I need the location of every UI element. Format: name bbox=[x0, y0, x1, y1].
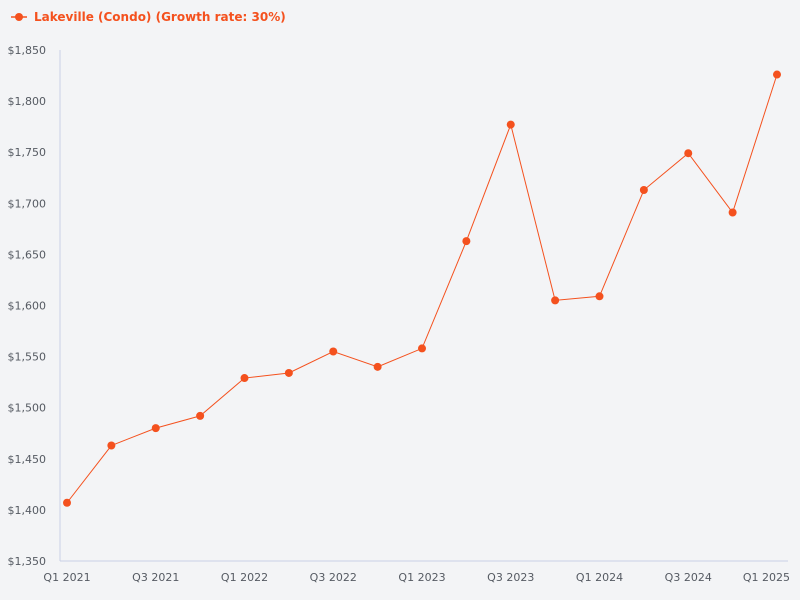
y-tick-label: $1,800 bbox=[8, 95, 47, 108]
x-axis-ticks: Q1 2021 Q3 2021 Q1 2022 Q3 2022 Q1 2023 Q3 20… bbox=[43, 571, 790, 584]
data-point[interactable] bbox=[107, 442, 115, 450]
data-point[interactable] bbox=[640, 186, 648, 194]
y-tick-label: $1,400 bbox=[8, 504, 47, 517]
y-tick-label: $1,350 bbox=[8, 555, 47, 568]
x-tick-label: Q1 2022 bbox=[221, 571, 268, 584]
y-tick-label: $1,450 bbox=[8, 453, 47, 466]
x-tick-label: Q1 2024 bbox=[576, 571, 623, 584]
data-point[interactable] bbox=[596, 292, 604, 300]
data-point[interactable] bbox=[196, 412, 204, 420]
data-point[interactable] bbox=[152, 424, 160, 432]
y-tick-label: $1,550 bbox=[8, 351, 47, 364]
y-tick-label: $1,500 bbox=[8, 402, 47, 415]
x-tick-label: Q3 2023 bbox=[487, 571, 534, 584]
data-point[interactable] bbox=[684, 149, 692, 157]
x-tick-label: Q1 2021 bbox=[43, 571, 90, 584]
x-tick-label: Q1 2025 bbox=[743, 571, 790, 584]
y-tick-label: $1,850 bbox=[8, 44, 47, 57]
data-point[interactable] bbox=[729, 208, 737, 216]
data-point[interactable] bbox=[551, 296, 559, 304]
data-point[interactable] bbox=[329, 347, 337, 355]
data-point[interactable] bbox=[773, 71, 781, 79]
x-tick-label: Q3 2021 bbox=[132, 571, 179, 584]
y-tick-label: $1,600 bbox=[8, 300, 47, 313]
series bbox=[63, 71, 781, 507]
y-tick-label: $1,650 bbox=[8, 248, 47, 261]
data-point[interactable] bbox=[507, 121, 515, 129]
data-point[interactable] bbox=[63, 499, 71, 507]
data-point[interactable] bbox=[241, 374, 249, 382]
y-tick-label: $1,750 bbox=[8, 146, 47, 159]
series-line bbox=[67, 75, 777, 503]
y-axis-ticks: $1,350 $1,400 $1,450 $1,500 $1,550 $1,600 $1,6… bbox=[8, 44, 47, 568]
data-point[interactable] bbox=[374, 363, 382, 371]
data-point[interactable] bbox=[285, 369, 293, 377]
y-tick-label: $1,700 bbox=[8, 197, 47, 210]
x-tick-label: Q3 2022 bbox=[310, 571, 357, 584]
x-tick-label: Q3 2024 bbox=[665, 571, 712, 584]
x-tick-label: Q1 2023 bbox=[398, 571, 445, 584]
data-point[interactable] bbox=[418, 344, 426, 352]
data-point[interactable] bbox=[462, 237, 470, 245]
